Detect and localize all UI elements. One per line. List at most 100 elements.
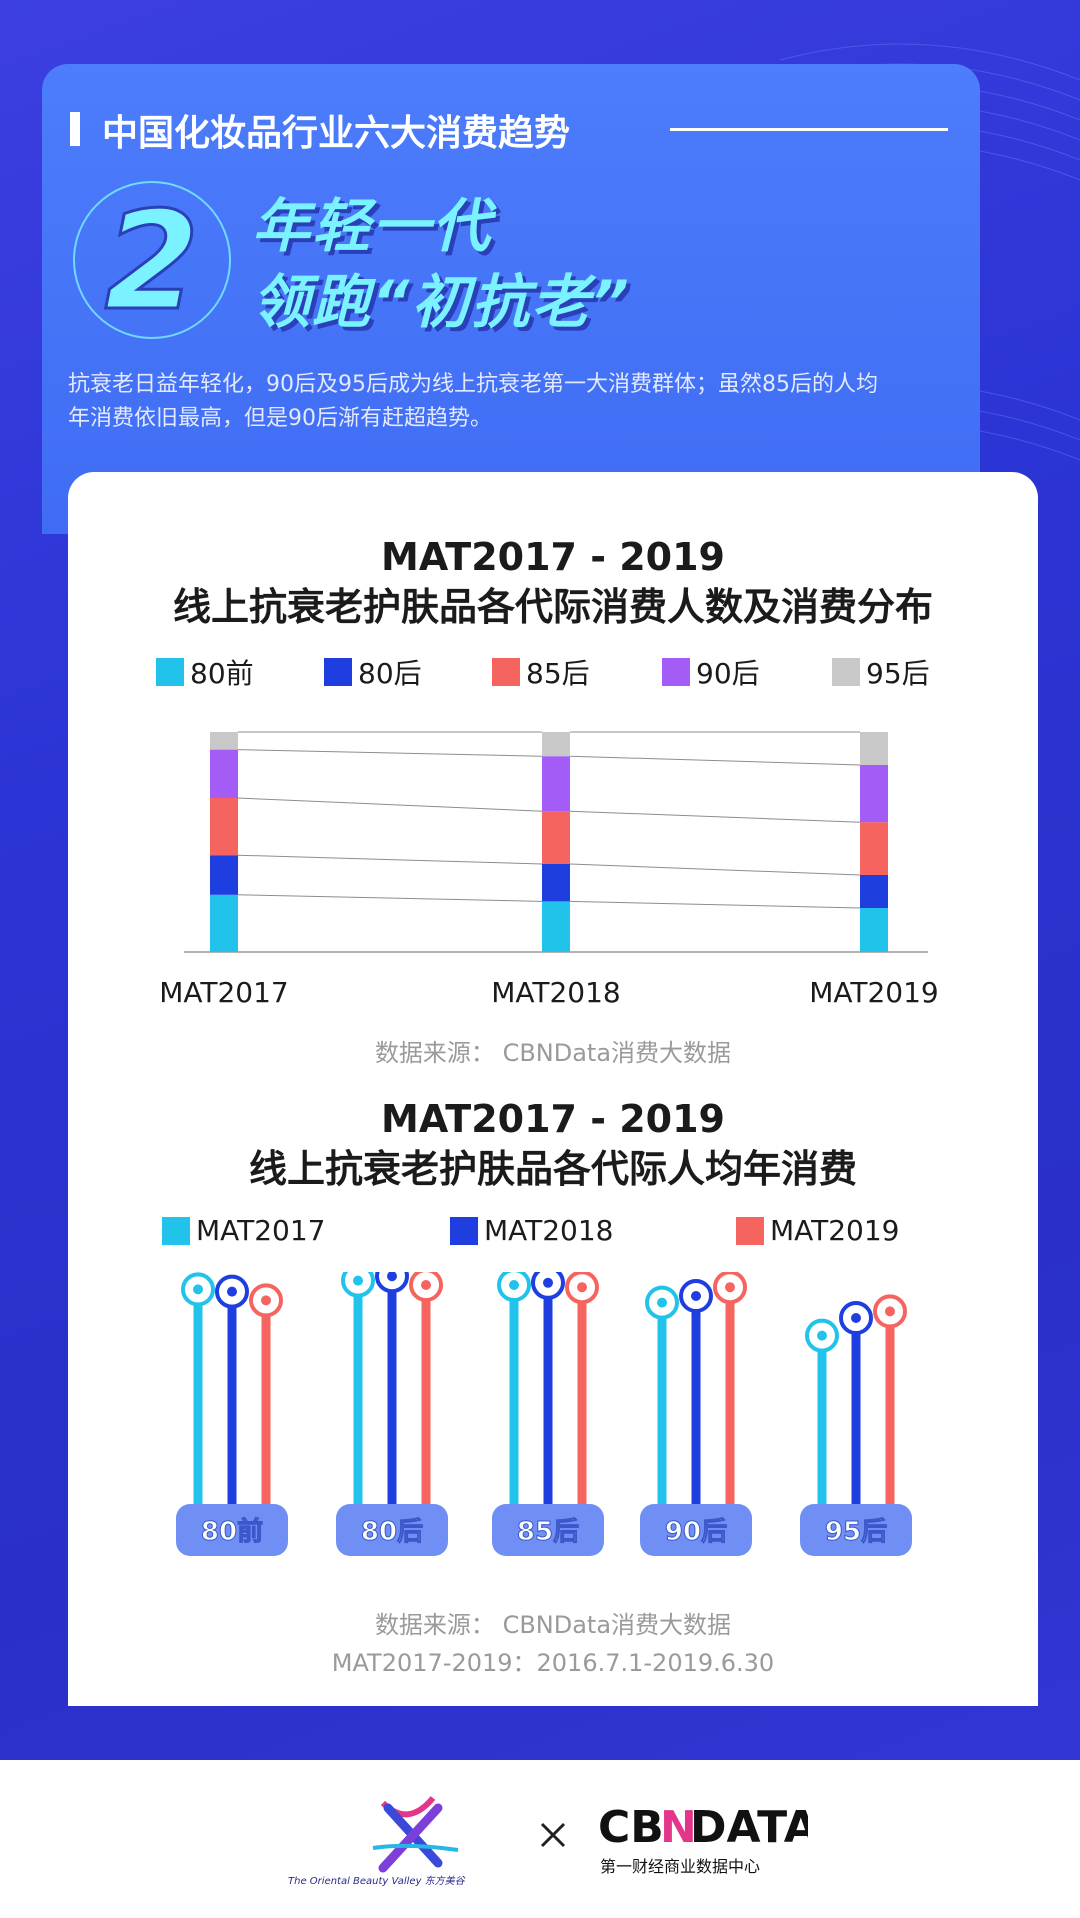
footer: The Oriental Beauty Valley 东方美谷 CB N DAT… xyxy=(0,1760,1080,1918)
section-header: 中国化妆品行业六大消费趋势 xyxy=(70,100,950,156)
chart-card: MAT2017 - 2019 线上抗衰老护肤品各代际消费人数及消费分布 80前 … xyxy=(68,472,1038,1706)
header-accent-bar xyxy=(70,112,80,146)
lollipop-head-80后-MAT2018 xyxy=(375,1272,409,1294)
header-title: 中国化妆品行业六大消费趋势 xyxy=(102,113,571,154)
trend-number: 2 xyxy=(105,183,200,341)
svg-text:N: N xyxy=(660,1802,697,1853)
intro-text: 抗衰老日益年轻化，90后及95后成为线上抗衰老第一大消费群体；虽然85后的人均年… xyxy=(68,372,878,431)
lollipop-dot xyxy=(725,1282,735,1293)
chart2-source: 数据来源： CBNData消费大数据 xyxy=(374,1611,732,1639)
bar-segment-MAT2017-80后 xyxy=(210,855,238,895)
category-label: 80后 xyxy=(361,1517,423,1547)
trend-title-line1: 年轻一代 xyxy=(252,192,493,260)
lollipop-dot xyxy=(227,1286,237,1297)
legend-swatch xyxy=(156,658,184,686)
category-pill-85后 xyxy=(492,1504,604,1556)
legend-swatch xyxy=(736,1216,764,1245)
chart1-source: 数据来源： CBNData消费大数据 xyxy=(374,1039,732,1067)
lollipop-dot xyxy=(421,1280,431,1290)
chart2-period: MAT2017-2019：2016.7.1-2019.6.30 xyxy=(331,1649,775,1677)
lollipop-dot xyxy=(509,1280,519,1290)
chart2-lollipop-bars: 80前 80后 85后 90后 95后 xyxy=(176,1272,912,1556)
chart1-title-line2: 线上抗衰老护肤品各代际消费人数及消费分布 xyxy=(172,585,933,629)
bar-segment-MAT2018-80后 xyxy=(542,864,570,902)
bar-segment-MAT2019-80前 xyxy=(860,908,888,952)
bar-segment-MAT2017-90后 xyxy=(210,749,238,798)
bar-segment-MAT2017-85后 xyxy=(210,798,238,856)
chart1-title-line1: MAT2017 - 2019 xyxy=(381,535,725,579)
bar-segment-MAT2018-85后 xyxy=(542,811,570,864)
chart1-title: MAT2017 - 2019 线上抗衰老护肤品各代际消费人数及消费分布 xyxy=(68,532,1038,632)
lollipop-dot xyxy=(691,1291,701,1301)
trend-number-badge: 2 xyxy=(73,181,231,342)
legend-swatch xyxy=(450,1216,478,1245)
legend-mat2018: MAT2018 xyxy=(450,1214,614,1247)
legend-85hou: 85后 xyxy=(492,652,590,692)
lollipop-dot xyxy=(353,1275,363,1286)
x-tick-label: MAT2018 xyxy=(491,976,621,1009)
times-icon xyxy=(540,1822,566,1848)
connector-line xyxy=(569,863,861,876)
lollipop-dot xyxy=(577,1282,587,1293)
trend-title: 年轻一代 领跑“初抗老” xyxy=(252,188,631,340)
svg-text:第一财经商业数据中心: 第一财经商业数据中心 xyxy=(600,1857,760,1876)
legend-swatch xyxy=(162,1216,190,1245)
category-label: 95后 xyxy=(825,1517,887,1547)
connector-line xyxy=(569,755,861,766)
connector-line xyxy=(237,749,543,757)
connector-line xyxy=(569,810,861,823)
chart2-title-line2: 线上抗衰老护肤品各代际人均年消费 xyxy=(248,1147,857,1191)
legend-label: MAT2019 xyxy=(770,1214,900,1247)
category-pill-90后 xyxy=(640,1504,752,1556)
legend-95hou: 95后 xyxy=(832,652,930,692)
connector-line xyxy=(237,854,543,865)
connector-line xyxy=(237,797,543,812)
legend-label: 90后 xyxy=(696,657,760,690)
category-pill-95后 xyxy=(800,1504,912,1556)
lollipop-dot xyxy=(543,1277,553,1288)
svg-text:The Oriental Beauty Valley 东方美: The Oriental Beauty Valley 东方美谷 xyxy=(288,1875,466,1887)
chart2-title-line1: MAT2017 - 2019 xyxy=(381,1097,725,1141)
chart1-legend: 80前 80后 85后 90后 95后 xyxy=(68,652,1038,692)
bar-segment-MAT2017-80前 xyxy=(210,894,238,952)
chart2-legend: MAT2017 MAT2018 MAT2019 xyxy=(68,1214,1038,1254)
chart1-stacked-bars: MAT2017 MAT2018 MAT2019 xyxy=(159,731,939,1009)
legend-swatch xyxy=(492,658,520,686)
lollipop-dot xyxy=(851,1313,861,1323)
bar-segment-MAT2018-90后 xyxy=(542,756,570,812)
legend-swatch xyxy=(662,658,690,686)
oriental-beauty-valley-logo: The Oriental Beauty Valley 东方美谷 xyxy=(288,1796,466,1887)
legend-mat2019: MAT2019 xyxy=(736,1214,900,1247)
svg-text:DATA: DATA xyxy=(690,1802,808,1853)
chart2-title: MAT2017 - 2019 线上抗衰老护肤品各代际人均年消费 xyxy=(68,1094,1038,1194)
legend-label: 80前 xyxy=(190,657,254,690)
bar-segment-MAT2019-95后 xyxy=(860,732,888,765)
category-label: 80前 xyxy=(201,1516,263,1547)
legend-label: MAT2017 xyxy=(196,1214,326,1247)
x-tick-label: MAT2017 xyxy=(159,976,289,1009)
legend-label: 80后 xyxy=(358,657,422,690)
category-pill-80后 xyxy=(336,1504,448,1556)
bar-segment-MAT2018-80前 xyxy=(542,901,570,952)
trend-title-line2: 领跑“初抗老” xyxy=(252,268,631,336)
bar-segment-MAT2017-95后 xyxy=(210,732,238,750)
x-tick-label: MAT2019 xyxy=(809,976,939,1009)
category-pill-80前 xyxy=(176,1504,288,1556)
lollipop-dot xyxy=(261,1295,271,1306)
legend-90hou: 90后 xyxy=(662,652,760,692)
lollipop-dot xyxy=(817,1330,827,1341)
svg-text:CB: CB xyxy=(598,1802,664,1853)
connector-line xyxy=(237,894,543,902)
lollipop-dot xyxy=(885,1306,895,1317)
lollipop-dot xyxy=(657,1297,667,1308)
legend-mat2017: MAT2017 xyxy=(162,1214,326,1247)
bar-segment-MAT2019-85后 xyxy=(860,822,888,875)
legend-label: 95后 xyxy=(866,657,930,690)
header-divider-line xyxy=(670,128,948,131)
lollipop-dot xyxy=(387,1272,397,1282)
legend-swatch xyxy=(832,658,860,686)
legend-label: 85后 xyxy=(526,657,590,690)
legend-label: MAT2018 xyxy=(484,1214,614,1247)
cbndata-logo: CB N DATA 第一财经商业数据中心 xyxy=(598,1802,808,1876)
legend-80qian: 80前 xyxy=(156,652,254,692)
